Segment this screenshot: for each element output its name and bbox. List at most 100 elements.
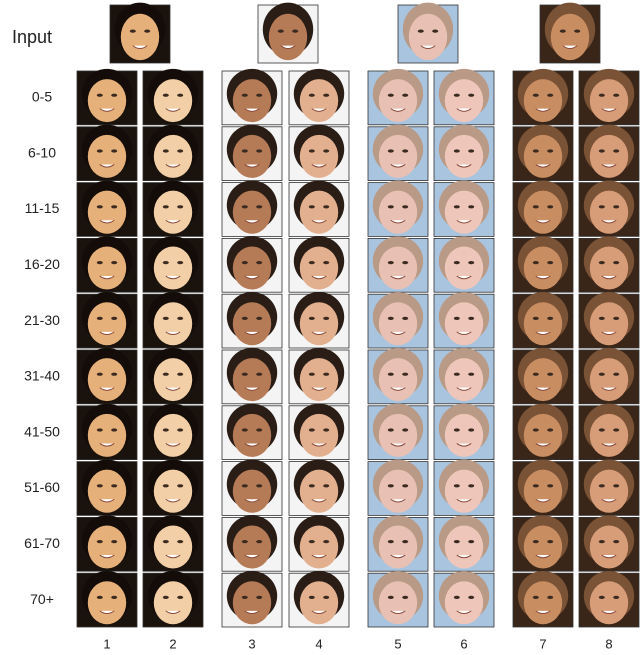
face xyxy=(590,525,628,568)
face-image xyxy=(434,348,494,404)
face-image xyxy=(368,125,428,181)
eye xyxy=(256,484,262,487)
eye xyxy=(468,94,474,97)
column-number: 8 xyxy=(605,636,612,651)
face-image xyxy=(540,3,600,63)
eye xyxy=(402,149,408,152)
eye xyxy=(323,317,329,320)
face xyxy=(445,191,483,234)
eye xyxy=(163,261,169,264)
face-image xyxy=(222,236,282,292)
eye xyxy=(323,428,329,431)
eye xyxy=(599,373,605,376)
face-image xyxy=(513,515,573,571)
face-image xyxy=(143,515,203,571)
face xyxy=(590,358,628,401)
face xyxy=(88,246,126,289)
eye xyxy=(242,205,248,208)
eye xyxy=(454,596,460,599)
face-image xyxy=(77,180,137,236)
eye xyxy=(599,484,605,487)
face-image xyxy=(222,571,282,627)
face xyxy=(590,135,628,178)
eye xyxy=(533,261,539,264)
face-image xyxy=(77,404,137,460)
eye xyxy=(547,317,553,320)
eye xyxy=(309,94,315,97)
face-image xyxy=(434,404,494,460)
face xyxy=(300,246,338,289)
face xyxy=(379,246,417,289)
face-image xyxy=(258,3,318,63)
eye xyxy=(292,30,298,33)
eye xyxy=(111,428,117,431)
eye xyxy=(256,540,262,543)
face xyxy=(88,525,126,568)
eye xyxy=(599,205,605,208)
eye xyxy=(242,373,248,376)
face xyxy=(524,135,562,178)
face-image xyxy=(222,125,282,181)
eye xyxy=(163,149,169,152)
eye xyxy=(111,205,117,208)
eye xyxy=(402,596,408,599)
face xyxy=(445,414,483,457)
face-image xyxy=(143,404,203,460)
face xyxy=(154,358,192,401)
eye xyxy=(111,596,117,599)
eye xyxy=(599,596,605,599)
eye xyxy=(613,540,619,543)
face-image xyxy=(579,348,639,404)
eye xyxy=(547,596,553,599)
eye xyxy=(574,30,580,33)
eye xyxy=(533,484,539,487)
face xyxy=(445,79,483,122)
face-image xyxy=(77,515,137,571)
eye xyxy=(242,484,248,487)
eye xyxy=(402,373,408,376)
eye xyxy=(468,484,474,487)
face-image xyxy=(222,69,282,125)
eye xyxy=(111,373,117,376)
eye xyxy=(418,30,424,33)
eye xyxy=(309,261,315,264)
eye xyxy=(547,428,553,431)
eye xyxy=(309,540,315,543)
eye xyxy=(111,261,117,264)
face xyxy=(409,14,447,60)
face xyxy=(379,525,417,568)
eye xyxy=(454,540,460,543)
eye xyxy=(402,484,408,487)
face xyxy=(233,246,271,289)
face-image xyxy=(579,515,639,571)
eye xyxy=(402,317,408,320)
age-label: 16-20 xyxy=(24,256,60,272)
face xyxy=(154,135,192,178)
age-label: 31-40 xyxy=(24,368,60,384)
face xyxy=(300,79,338,122)
face-image xyxy=(513,69,573,125)
eye xyxy=(547,205,553,208)
face-image xyxy=(222,180,282,236)
eye xyxy=(323,261,329,264)
face xyxy=(88,79,126,122)
eye xyxy=(533,205,539,208)
face xyxy=(88,414,126,457)
face xyxy=(445,302,483,345)
column-number: 7 xyxy=(539,636,546,651)
eye xyxy=(533,596,539,599)
face xyxy=(233,358,271,401)
eye xyxy=(388,205,394,208)
face xyxy=(88,581,126,624)
face xyxy=(379,581,417,624)
face-image xyxy=(579,180,639,236)
face xyxy=(233,414,271,457)
face xyxy=(524,358,562,401)
eye xyxy=(97,484,103,487)
face xyxy=(154,79,192,122)
face-image xyxy=(368,348,428,404)
eye xyxy=(613,149,619,152)
face xyxy=(445,525,483,568)
face xyxy=(88,135,126,178)
eye xyxy=(144,30,150,33)
